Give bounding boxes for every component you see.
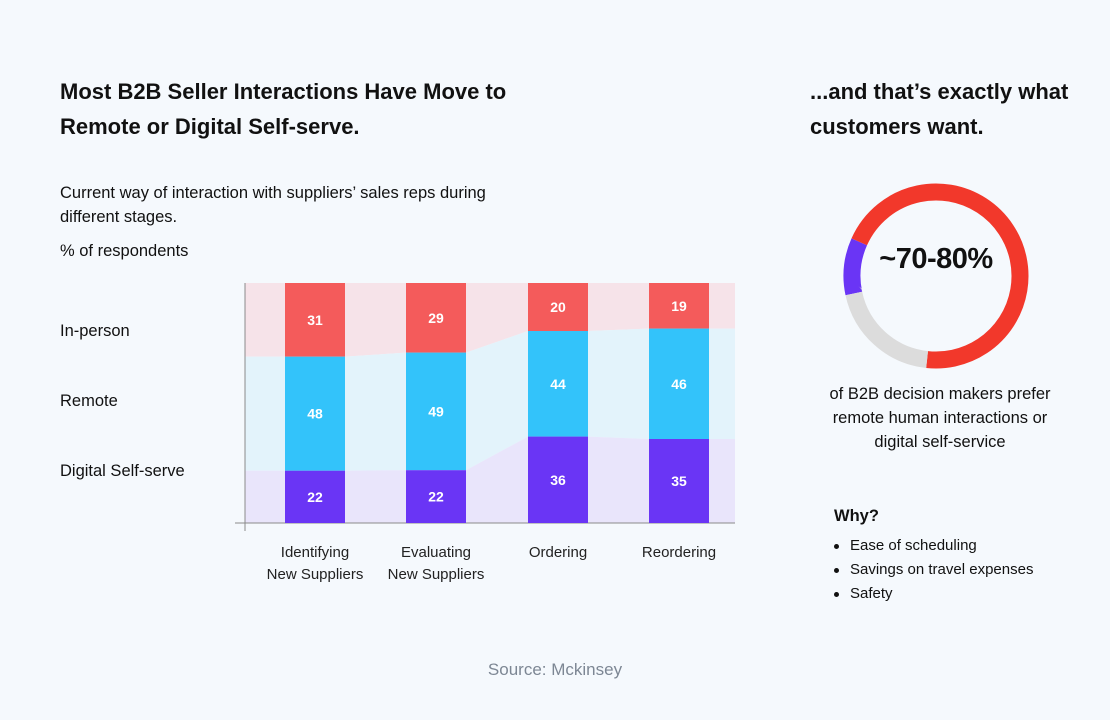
why-list: Ease of scheduling Savings on travel exp… <box>834 534 1033 606</box>
x-tick-label: Reordering <box>642 544 716 561</box>
bar-segment <box>406 283 466 353</box>
data-label: 31 <box>307 312 323 328</box>
why-heading: Why? <box>834 507 879 525</box>
data-label: 20 <box>550 299 566 315</box>
right-title: ...and that’s exactly what customers wan… <box>810 79 1069 139</box>
bar-segment <box>528 283 588 331</box>
stacked-bar-chart: 31 48 22 Identifying New Suppliers 29 49 22 Eval… <box>235 283 735 583</box>
bar-segment <box>649 283 709 329</box>
bar-segment <box>528 331 588 437</box>
x-tick-label: New Suppliers <box>388 566 485 583</box>
bar-segment <box>649 439 709 523</box>
why-item-text: Savings on travel expenses <box>850 561 1034 578</box>
data-label: 44 <box>550 376 566 392</box>
x-tick-label: Identifying <box>281 544 349 561</box>
legend-in-person: In-person <box>60 322 130 340</box>
donut-caption: of B2B decision makers prefer remote hum… <box>829 385 1051 451</box>
bar-segment <box>285 356 345 471</box>
x-tick-label: New Suppliers <box>267 566 364 583</box>
data-label: 19 <box>671 298 687 314</box>
why-item-text: Ease of scheduling <box>850 537 977 554</box>
source-note: Source: Mckinsey <box>487 660 623 679</box>
x-tick-label: Ordering <box>529 544 587 561</box>
bar-segment <box>528 436 588 523</box>
why-item-text: Safety <box>850 585 893 602</box>
donut-center-label: ~70-80% <box>879 243 993 275</box>
data-label: 35 <box>671 473 687 489</box>
bullet-icon <box>834 543 839 549</box>
donut-segment-remote <box>843 183 1029 369</box>
data-label: 36 <box>550 472 566 488</box>
bar-segment <box>285 470 345 523</box>
unit-label: % of respondents <box>60 242 189 260</box>
band-digital-self-serve <box>245 436 735 523</box>
chart-title: Most B2B Seller Interactions Have Move t… <box>60 79 507 139</box>
band-remote <box>245 328 735 471</box>
donut-segment-other <box>843 183 1029 369</box>
data-label: 46 <box>671 376 687 392</box>
band-in-person <box>245 283 735 357</box>
why-item: Safety <box>834 582 1033 606</box>
bar-segment <box>406 352 466 471</box>
data-label: 22 <box>428 489 444 505</box>
why-item: Savings on travel expenses <box>834 558 1033 582</box>
bar-segment <box>285 283 345 357</box>
bar-segment <box>406 470 466 523</box>
data-label: 22 <box>307 489 323 505</box>
donut-chart <box>843 183 1029 369</box>
donut-segment-self-serve <box>843 183 1029 369</box>
bar-segment <box>649 328 709 439</box>
why-item: Ease of scheduling <box>834 534 1033 558</box>
bullet-icon <box>834 567 839 573</box>
chart-subtitle: Current way of interaction with supplier… <box>60 184 486 226</box>
bullet-icon <box>834 591 839 597</box>
data-label: 49 <box>428 403 444 419</box>
legend-remote: Remote <box>60 392 118 410</box>
data-label: 29 <box>428 310 444 326</box>
data-label: 48 <box>307 406 323 422</box>
legend-digital-self-serve: Digital Self-serve <box>60 462 185 480</box>
x-tick-label: Evaluating <box>401 544 471 561</box>
